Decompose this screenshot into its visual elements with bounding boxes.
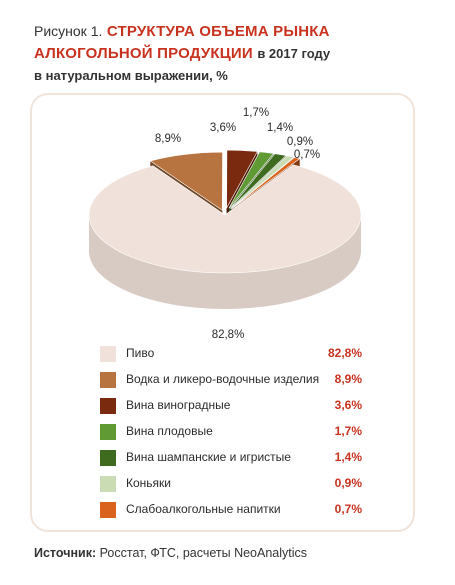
pie-slice [88, 164, 362, 274]
chart-subtitle: в натуральном выражении, % [34, 68, 228, 83]
source-text: Росстат, ФТС, расчеты NeoAnalytics [99, 546, 308, 560]
legend-label: Вина шампанские и игристые [126, 450, 291, 464]
source-note: Источник: Росстат, ФТС, расчеты NeoAnaly… [34, 546, 307, 560]
legend-label: Пиво [126, 346, 155, 360]
chart-title-line2: АЛКОГОЛЬНОЙ ПРОДУКЦИИ [34, 45, 253, 62]
legend-value: 82,8% [327, 346, 362, 360]
source-label: Источник: [34, 546, 97, 560]
pie-data-label: 8,9% [155, 133, 181, 145]
figure-label: Рисунок 1. [34, 23, 103, 39]
legend-label: Водка и ликеро-водочные изделия [126, 372, 320, 386]
legend-item: Вина шампанские и игристые 1,4% [100, 448, 362, 468]
legend-value: 1,4% [334, 450, 362, 464]
legend-swatch [100, 372, 116, 388]
legend-item: Вина виноградные 3,6% [100, 396, 362, 416]
pie-slice [231, 157, 301, 210]
pie-slice [230, 155, 295, 209]
pie-data-label: 1,7% [243, 107, 269, 119]
legend-item: Вина плодовые 1,7% [100, 422, 362, 442]
legend-swatch [100, 424, 116, 440]
legend-swatch [100, 476, 116, 492]
legend-swatch [100, 398, 116, 414]
legend-label: Слабоалкогольные напитки [126, 502, 281, 516]
legend-value: 8,9% [334, 372, 362, 386]
legend-label: Вина виноградные [126, 398, 231, 412]
pie-slice [229, 153, 287, 209]
legend-item: Пиво 82,8% [100, 344, 362, 364]
legend-swatch [100, 502, 116, 518]
legend-label: Коньяки [126, 476, 171, 490]
pie-data-label: 0,9% [287, 136, 313, 148]
chart-panel [30, 93, 415, 532]
pie-slice [149, 151, 223, 211]
legend-item: Коньяки 0,9% [100, 474, 362, 494]
legend-value: 0,7% [334, 502, 362, 516]
legend-value: 0,9% [334, 476, 362, 490]
pie-data-label: 0,7% [294, 149, 320, 161]
chart-title-suffix: в 2017 году [257, 46, 331, 61]
legend-item: Водка и ликеро-водочные изделия 8,9% [100, 370, 362, 390]
pie-top-layer [88, 149, 362, 274]
legend-item: Слабоалкогольные напитки 0,7% [100, 500, 362, 520]
pie-data-label: 1,4% [267, 122, 293, 134]
chart-title-line1: СТРУКТУРА ОБЪЕМА РЫНКА [106, 23, 330, 40]
pie-slice [226, 149, 258, 209]
legend-value: 1,7% [334, 424, 362, 438]
legend-value: 3,6% [334, 398, 362, 412]
legend-swatch [100, 450, 116, 466]
pie-data-label: 82,8% [212, 329, 245, 340]
legend-swatch [100, 346, 116, 362]
pie-data-label: 3,6% [210, 122, 236, 134]
pie-chart: 82,8% 8,9% 3,6% 1,7% 1,4% 0,9%0,7% [88, 107, 362, 340]
pie-slice [228, 151, 275, 209]
pie-slice-side [89, 215, 361, 309]
legend-label: Вина плодовые [126, 424, 213, 438]
chart-title-block: Рисунок 1. СТРУКТУРА ОБЪЕМА РЫНКА АЛКОГО… [34, 20, 434, 87]
